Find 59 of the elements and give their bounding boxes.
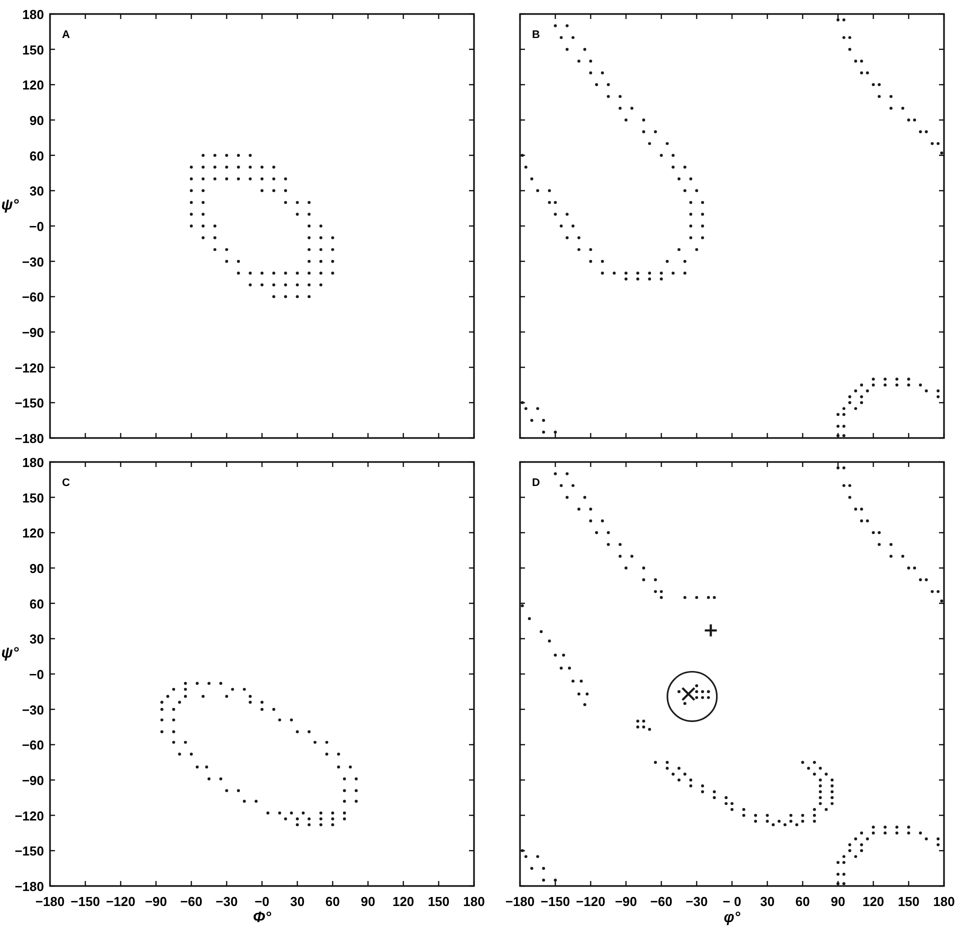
y-tick-label: 120	[22, 78, 44, 93]
text: A	[62, 29, 70, 41]
y-tick-label: −180	[14, 879, 44, 894]
y-tick-label: −120	[14, 808, 44, 824]
x-tick-label: 90	[360, 894, 376, 909]
x-tick-label: −0	[254, 894, 270, 909]
y-tick-label: −0	[29, 219, 44, 234]
x-tick-label: −150	[540, 894, 570, 909]
x-axis-title: Φ°	[252, 909, 272, 926]
y-tick-label: 180	[22, 455, 44, 470]
text: C	[62, 477, 70, 489]
y-tick-label: −150	[14, 844, 44, 859]
x-tick-label: −30	[216, 894, 238, 909]
x-tick-label: 150	[898, 894, 920, 909]
x-tick-label: −90	[614, 894, 638, 909]
y-tick-label: 90	[30, 113, 44, 128]
y-tick-label: −60	[22, 738, 44, 753]
y-axis-title: ψ°	[1, 644, 20, 662]
x-tick-label: 120	[862, 894, 884, 909]
y-tick-label: −120	[14, 360, 44, 376]
x-tick-label: 90	[830, 894, 846, 909]
text: D	[532, 477, 540, 489]
x-tick-label: 30	[760, 894, 775, 909]
x-tick-label: 180	[463, 894, 485, 909]
x-tick-label: −120	[576, 894, 606, 909]
x-tick-label: 60	[325, 894, 340, 909]
x-axis-title: φ°	[724, 909, 742, 926]
y-tick-label: 150	[22, 490, 44, 506]
x-tick-label: 120	[392, 894, 414, 909]
y-axis-title: ψ°	[1, 196, 20, 214]
text: B	[532, 29, 540, 41]
x-tick-label: −90	[144, 894, 168, 909]
y-tick-label: 120	[22, 526, 44, 541]
x-tick-label: 60	[795, 894, 810, 909]
x-tick-label: −180	[505, 894, 535, 909]
x-tick-label: −30	[686, 894, 708, 909]
y-tick-label: −60	[22, 290, 44, 305]
y-tick-label: 60	[30, 596, 44, 612]
y-tick-label: −180	[14, 431, 44, 446]
y-tick-label: −0	[29, 667, 44, 682]
y-tick-label: 60	[30, 148, 44, 164]
x-tick-label: −60	[180, 894, 202, 909]
y-tick-label: −30	[22, 254, 44, 270]
x-tick-label: 180	[933, 894, 955, 909]
x-tick-label: 150	[428, 894, 450, 909]
y-tick-label: −30	[22, 702, 44, 718]
y-tick-label: −150	[14, 396, 44, 411]
x-tick-label: − 0	[722, 894, 742, 909]
x-tick-label: −120	[106, 894, 136, 909]
x-tick-label: 30	[290, 894, 305, 909]
y-tick-label: −90	[22, 325, 44, 340]
x-tick-label: −60	[650, 894, 672, 909]
y-tick-label: 150	[22, 42, 44, 58]
y-tick-label: 30	[30, 184, 44, 199]
y-tick-label: 180	[22, 7, 44, 22]
y-tick-label: 90	[30, 561, 44, 576]
y-tick-label: −90	[22, 773, 44, 788]
x-tick-label: −150	[70, 894, 100, 909]
y-tick-label: 30	[30, 632, 44, 647]
